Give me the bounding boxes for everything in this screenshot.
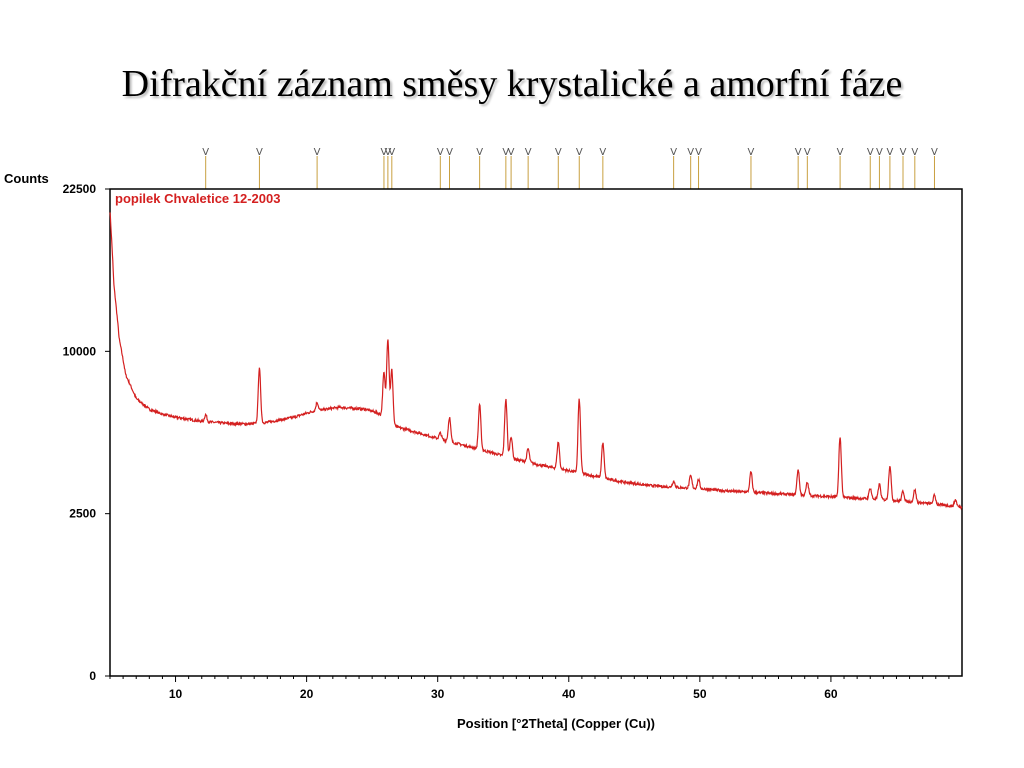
reference-peak-marker: V <box>687 147 694 158</box>
reference-peak-marker: V <box>502 147 509 158</box>
x-axis-title: Position [°2Theta] (Copper (Cu)) <box>457 716 655 731</box>
x-tick-label: 60 <box>824 687 838 701</box>
y-tick-label: 2500 <box>69 507 96 521</box>
reference-peak-marker: V <box>804 147 811 158</box>
reference-peak-marker: V <box>886 147 893 158</box>
reference-peak-marker: V <box>508 147 515 158</box>
reference-peak-marker: V <box>748 147 755 158</box>
reference-peak-marker: V <box>695 147 702 158</box>
y-axis-title: Counts <box>4 171 49 186</box>
x-tick-label: 40 <box>562 687 576 701</box>
plot-frame <box>109 188 963 677</box>
reference-peak-marker: V <box>911 147 918 158</box>
x-tick-label: 20 <box>300 687 314 701</box>
reference-peak-marker: V <box>900 147 907 158</box>
reference-peak-marker: V <box>446 147 453 158</box>
reference-peak-marker: V <box>670 147 677 158</box>
x-tick-label: 50 <box>693 687 707 701</box>
reference-peak-marker: V <box>384 147 391 158</box>
reference-peak-markers: V V V VVV V V V VV V V V V V V V V V V V V V V V V V <box>202 147 938 189</box>
y-tick-label: 0 <box>89 669 96 683</box>
y-axis: 0 2500 10000 22500 <box>63 182 110 683</box>
x-axis: 10 20 30 40 50 60 <box>109 676 950 701</box>
reference-peak-marker: V <box>202 147 209 158</box>
slide-title: Difrakční záznam směsy krystalické a amo… <box>121 63 903 105</box>
y-tick-label: 10000 <box>63 344 97 358</box>
reference-peak-marker: V <box>837 147 844 158</box>
reference-peak-marker: V <box>795 147 802 158</box>
reference-peak-marker: V <box>437 147 444 158</box>
reference-peak-marker: V <box>576 147 583 158</box>
legend-label: popilek Chvaletice 12-2003 <box>115 191 280 206</box>
reference-peak-marker: V <box>476 147 483 158</box>
reference-peak-marker: V <box>867 147 874 158</box>
reference-peak-marker: V <box>525 147 532 158</box>
x-tick-label: 30 <box>431 687 445 701</box>
reference-peak-marker: V <box>931 147 938 158</box>
y-tick-label: 22500 <box>63 182 97 196</box>
series-line <box>109 212 963 511</box>
x-tick-label: 10 <box>169 687 183 701</box>
reference-peak-marker: V <box>555 147 562 158</box>
reference-peak-marker: V <box>876 147 883 158</box>
reference-peak-marker: V <box>381 147 388 158</box>
reference-peak-marker: V <box>256 147 263 158</box>
reference-peak-marker: V <box>599 147 606 158</box>
reference-peak-marker: V <box>388 147 395 158</box>
reference-peak-marker: V <box>314 147 321 158</box>
